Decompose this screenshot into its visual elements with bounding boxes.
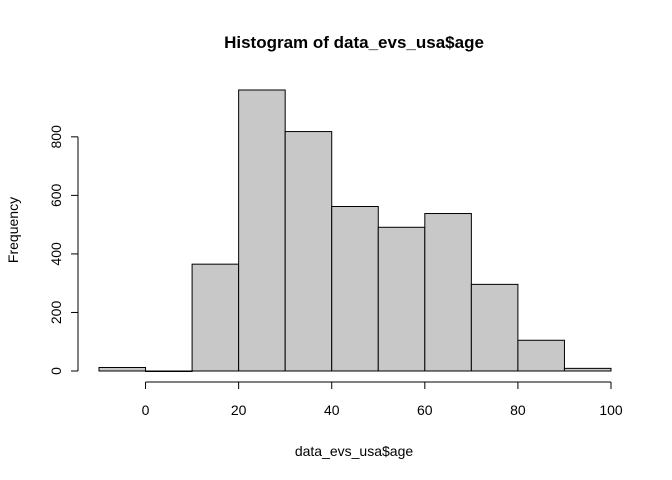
x-tick-label: 100 [599,402,623,418]
histogram-bar-10 [563,367,612,372]
histogram-bar-7 [424,213,472,372]
x-axis-label: data_evs_usa$age [295,443,414,459]
y-axis-label: Frequency [5,197,21,263]
bars-group [98,89,612,372]
x-tick-label: 40 [324,402,340,418]
x-tick-label: 60 [417,402,433,418]
histogram-bar-5 [331,205,379,372]
x-axis: 0 20 40 60 80 100 [142,381,623,418]
histogram-bar-4 [284,131,333,372]
histogram-bar-1 [145,370,193,372]
y-tick-label: 600 [48,183,64,207]
x-tick-label: 0 [142,402,150,418]
histogram-bar-9 [517,339,565,372]
y-tick-label: 800 [48,125,64,149]
y-tick-label: 400 [48,242,64,266]
x-tick-label: 80 [510,402,526,418]
y-tick-label: 0 [48,367,64,375]
histogram-bar-8 [470,283,519,372]
histogram-bar-6 [377,226,426,372]
y-axis: 0 200 400 600 800 [48,125,79,375]
histogram-bar-3 [238,89,286,372]
chart-title: Histogram of data_evs_usa$age [224,33,484,52]
y-tick-label: 200 [48,301,64,325]
histogram-bar-0 [98,366,147,372]
x-tick-label: 20 [231,402,247,418]
histogram-bar-2 [191,263,240,372]
